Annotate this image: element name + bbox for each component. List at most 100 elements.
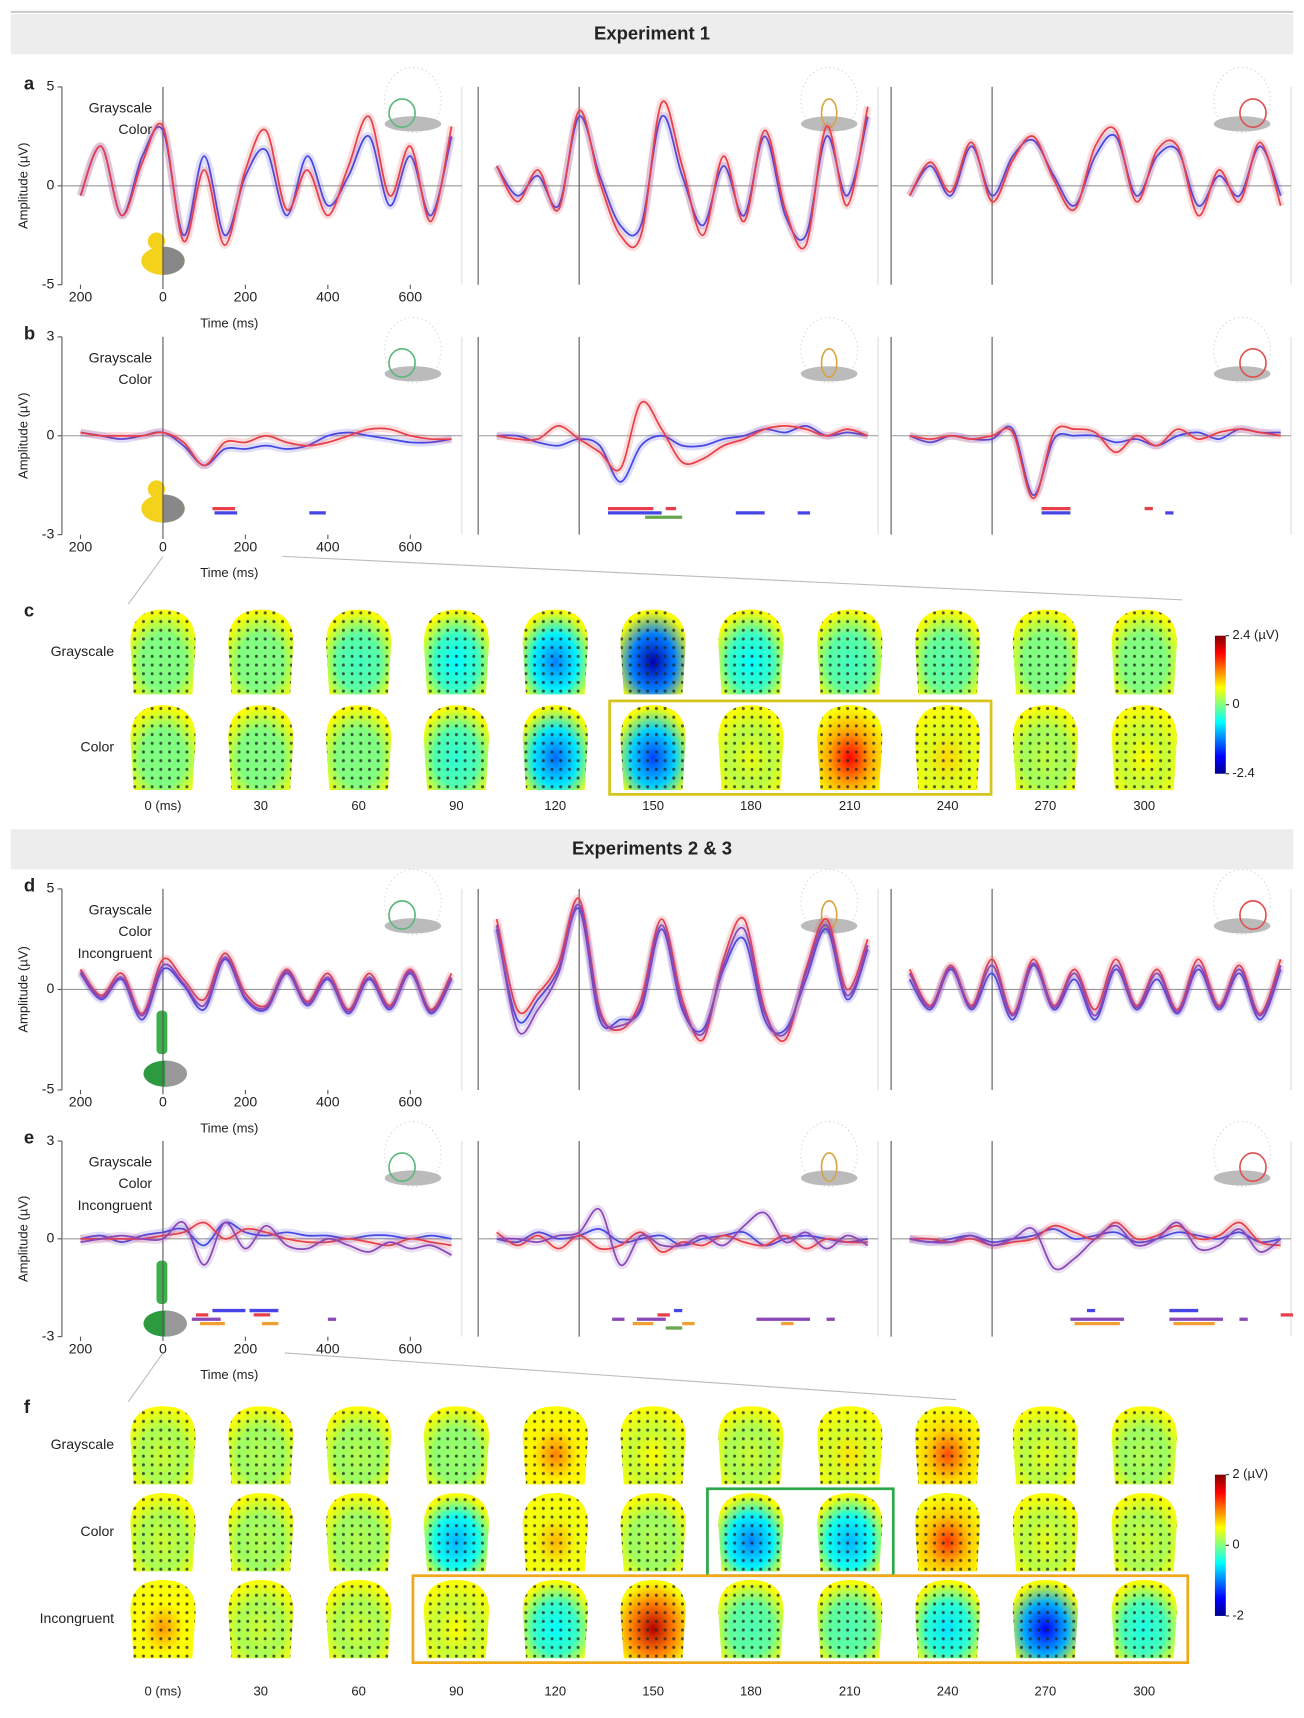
electrodes [915,1493,981,1572]
time-label: 180 [740,798,762,813]
head-icon [1213,868,1271,936]
series-line [79,115,453,247]
electrodes [1012,1406,1079,1485]
head-icon [384,868,442,936]
colorbar-label: 0 [1232,1537,1239,1552]
roi-marker [1239,98,1267,128]
electrodes [522,705,588,791]
head-icon-base [1213,366,1271,382]
x-tick-label: 400 [316,1340,340,1356]
head-icon [800,1120,858,1188]
series-line [496,425,868,483]
x-tick-label: 400 [316,288,340,304]
series-line [80,1221,452,1266]
series-line [908,964,1282,1021]
object-icon [143,1010,187,1337]
connectors [127,555,1183,1403]
electrodes [228,1493,294,1572]
time-label: 30 [254,798,269,813]
x-tick-label: 200 [234,288,258,304]
colorbar-label: 2.4 (µV) [1232,627,1279,642]
x-axis-label: Time (ms) [200,565,258,580]
time-label: 90 [449,1683,463,1698]
head-icon [384,316,442,384]
legend-entry: Color [118,121,152,137]
y-axis-label: Amplitude (µV) [15,143,30,229]
electrodes [423,609,490,695]
electrodes [1012,705,1079,791]
legend-entry: Grayscale [89,99,153,115]
electrodes [423,1580,490,1659]
electrodes [423,1493,490,1572]
electrodes [228,609,294,695]
electrodes [620,609,686,695]
electrodes [130,609,196,695]
series-line [495,903,869,1037]
y-axis-label: Amplitude (µV) [15,946,30,1032]
time-label: 120 [544,1683,566,1698]
highlight-box [411,1574,1190,1665]
colorbar [1214,1474,1226,1616]
x-axis-label: Time (ms) [200,1121,258,1136]
head-icon-base [1213,918,1271,934]
y-tick-label: 0 [46,1230,54,1246]
series-line [496,1231,868,1253]
electrodes [1012,1493,1079,1572]
electrodes [522,609,588,695]
row-label: Incongruent [40,1610,115,1626]
x-tick-label: 600 [399,1094,423,1110]
y-axis-label: Amplitude (µV) [15,393,30,479]
electrodes [326,1580,392,1659]
electrodes [718,609,784,695]
series-line [908,133,1282,207]
roi-marker [1239,348,1267,378]
row-label: Color [80,738,114,754]
row-label: Grayscale [51,643,115,659]
head-icon-base [384,366,442,382]
series-line [79,956,453,1017]
y-tick-label: 5 [46,880,54,896]
legend-entry: Color [118,1175,152,1191]
time-label: 300 [1133,798,1155,813]
head-icon-base [1213,1170,1271,1186]
legend-entry: Color [118,923,152,939]
series-line-glow [906,123,1285,220]
roi-marker [1239,1152,1267,1183]
head-icon-base [800,366,858,382]
electrodes [718,1580,784,1659]
time-label: 270 [1035,1683,1057,1698]
legend-entry: Color [118,371,152,387]
electrodes [1111,705,1177,791]
y-axis-label: Amplitude (µV) [15,1196,30,1282]
time-label: 180 [740,1683,762,1698]
x-axis-label: Time (ms) [200,1367,258,1382]
series-line [80,1221,452,1247]
electrodes [1012,609,1079,695]
head-icon [384,1120,442,1188]
colorbar-label: -2 [1232,1607,1244,1622]
series-line [908,126,1282,217]
time-label: 300 [1133,1683,1155,1698]
electrodes [326,1406,392,1485]
time-label: 0 (ms) [145,1683,182,1698]
electrodes [130,1406,196,1485]
time-label: 240 [937,1683,959,1698]
series-line [495,100,869,250]
series-line [79,958,453,1021]
electrodes [817,1406,883,1485]
electrodes [522,1493,588,1572]
electrodes [817,1580,883,1659]
time-label: 90 [449,798,463,813]
colorbar-label: -2.4 [1232,765,1254,780]
head-icon [800,868,858,936]
section-band [10,14,1294,55]
x-tick-label: 200 [69,1094,93,1110]
electrodes [326,705,392,791]
time-label: 120 [544,798,566,813]
electrodes [915,1406,981,1485]
roi-marker [388,1152,416,1183]
y-tick-label: 3 [46,1132,54,1148]
electrodes [817,1493,883,1572]
y-tick-label: -5 [42,275,55,291]
